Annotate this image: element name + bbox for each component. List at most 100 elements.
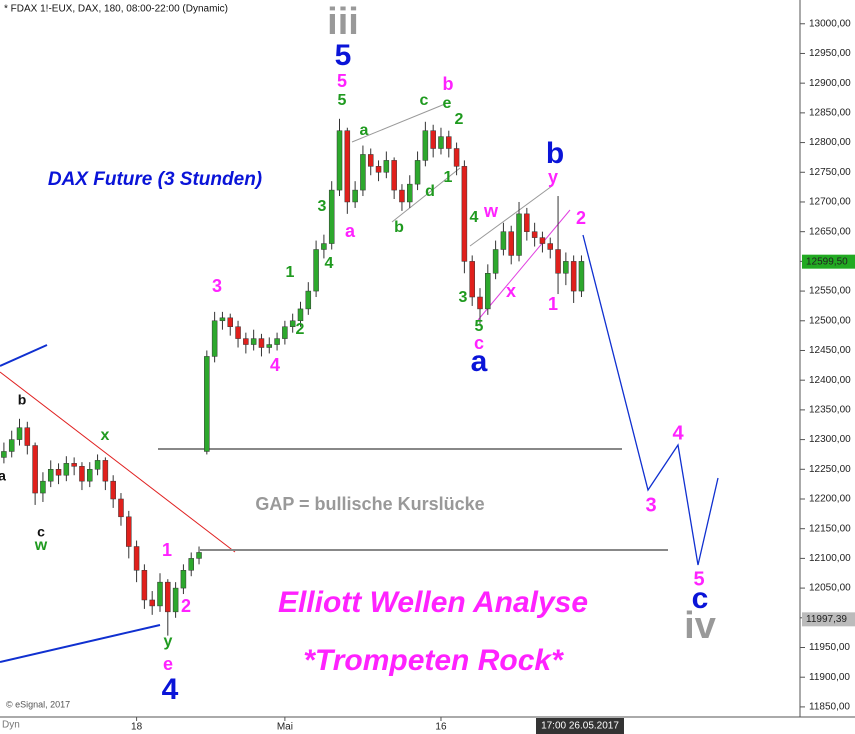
wave-label: 3: [459, 289, 468, 306]
candle-body: [133, 546, 140, 571]
wave-label: w: [483, 201, 499, 221]
candle-body: [383, 160, 390, 173]
candle-body: [55, 469, 62, 476]
candle-body: [118, 498, 124, 518]
wave-label: 5: [475, 318, 484, 335]
y-tick-label: 12550,00: [809, 286, 851, 297]
wave-label: 3: [212, 276, 222, 296]
wave-label: 5: [338, 92, 347, 109]
candle-body: [305, 290, 312, 310]
wave-label: 4: [672, 422, 684, 444]
candle-body: [500, 231, 507, 250]
wave-label: 1: [444, 169, 453, 186]
y-tick-label: 12500,00: [809, 315, 851, 326]
wave-label: 5: [335, 39, 352, 72]
wave-label: 3: [318, 198, 327, 215]
y-tick-label: 11950,00: [809, 642, 850, 653]
y-tick-label: 12650,00: [809, 226, 851, 237]
wave-label: 4: [470, 209, 479, 226]
wave-label: 1: [162, 540, 172, 560]
channel-line: [477, 209, 571, 321]
wave-label: x: [506, 281, 516, 301]
candle-body: [87, 469, 93, 482]
candle-body: [360, 154, 366, 191]
wave-label: *Trompeten Rock*: [303, 644, 564, 677]
wave-label: 4: [270, 355, 280, 375]
candle-body: [1, 451, 7, 458]
y-tick-label: 12250,00: [809, 464, 851, 475]
y-tick-label: 11900,00: [809, 672, 850, 683]
candle-body: [531, 231, 538, 238]
y-tick-label: 12400,00: [809, 375, 851, 386]
candle-body: [157, 581, 163, 607]
wave-label: b: [18, 392, 27, 408]
cursor-time: 17:00 26.05.2017: [541, 721, 619, 732]
candle-body: [375, 166, 382, 173]
wave-label: iv: [684, 605, 716, 647]
wave-label: w: [34, 537, 48, 554]
candle-body: [149, 599, 155, 607]
candle-body: [172, 587, 179, 613]
candle-body: [16, 427, 23, 440]
y-tick-label: 12800,00: [809, 137, 851, 148]
candle-body: [63, 463, 70, 476]
wave-label: y: [164, 633, 173, 650]
candle-body: [211, 320, 218, 357]
candle-body: [321, 243, 327, 250]
candle-body: [407, 183, 413, 203]
wave-label: 2: [455, 111, 464, 128]
wave-label: 4: [162, 673, 179, 706]
candle-body: [422, 130, 429, 161]
candle-body: [196, 552, 202, 559]
candle-body: [453, 148, 460, 167]
y-tick-label: 12450,00: [809, 345, 851, 356]
trend-line: [0, 624, 161, 663]
candle-body: [47, 469, 54, 482]
candle-body: [430, 130, 436, 149]
wave-label: c: [420, 92, 429, 109]
wave-label: 5: [693, 568, 704, 590]
candle-body: [235, 326, 241, 339]
wave-label: 1: [286, 264, 295, 281]
wave-label: c: [474, 333, 484, 353]
candle-body: [492, 249, 499, 274]
candle-body: [485, 273, 491, 310]
y-tick-label: 12700,00: [809, 197, 851, 208]
candle-body: [243, 338, 249, 345]
wave-label: GAP = bullische Kurslücke: [255, 494, 484, 514]
candle-body: [94, 460, 101, 470]
candle-body: [578, 261, 585, 292]
y-tick-label: 12300,00: [809, 434, 851, 445]
price-tag: [802, 612, 855, 627]
wave-label: 4: [325, 255, 334, 272]
wave-label: 1: [548, 294, 558, 314]
candle-body: [469, 261, 475, 298]
candle-body: [227, 317, 233, 327]
candle-body: [32, 445, 38, 494]
wave-label: a: [360, 122, 369, 139]
candle-body: [126, 516, 132, 547]
trend-line: [0, 344, 48, 367]
candle-body: [165, 581, 171, 613]
candle-body: [336, 130, 343, 191]
y-tick-label: 12350,00: [809, 405, 851, 416]
wave-label: 3: [645, 494, 656, 516]
mode-label: Dyn: [2, 720, 20, 731]
y-tick-label: 12900,00: [809, 78, 851, 89]
candle-body: [289, 320, 296, 327]
candle-body: [352, 189, 358, 203]
wave-label: a: [345, 221, 356, 241]
candle-body: [391, 160, 397, 191]
wave-label: d: [425, 183, 435, 200]
candle-body: [204, 356, 210, 452]
candle-body: [367, 154, 374, 167]
candle-body: [297, 308, 304, 322]
candle-body: [79, 466, 85, 482]
candle-body: [328, 189, 335, 244]
candle-body: [141, 570, 148, 601]
candle-body: [24, 427, 31, 446]
wave-label: iii: [327, 1, 359, 43]
trend-lines: [0, 103, 719, 663]
